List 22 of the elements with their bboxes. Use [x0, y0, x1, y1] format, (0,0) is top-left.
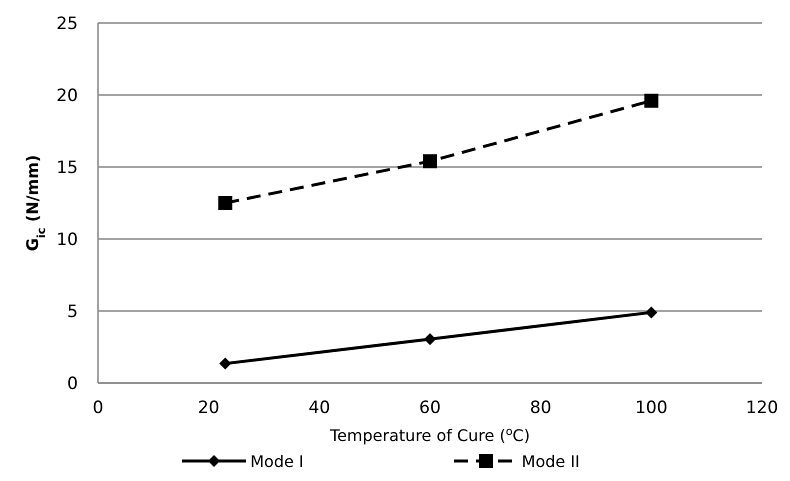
- y-tick-label: 0: [67, 374, 78, 394]
- point: [645, 306, 658, 318]
- x-axis-title: Temperature of Cure ($^{o}$C): [329, 424, 530, 445]
- point: [218, 196, 232, 210]
- point: [424, 333, 436, 346]
- x-tick-label: 60: [419, 398, 441, 418]
- legend-label: Mode I: [250, 452, 304, 470]
- legend-label: Mode II: [522, 452, 580, 470]
- point: [219, 358, 232, 370]
- y-tick-label: 5: [67, 302, 78, 322]
- y-tick-label: 10: [56, 230, 78, 250]
- x-tick-label: 0: [92, 398, 104, 418]
- x-tick-label: 120: [746, 398, 778, 418]
- y-tick-label: 25: [56, 14, 78, 34]
- y-tick-label: 20: [56, 86, 78, 106]
- x-tick-label: 20: [198, 398, 220, 418]
- y-tick-label: 15: [56, 158, 78, 178]
- point: [423, 154, 437, 168]
- x-tick-label: 100: [635, 398, 668, 418]
- x-tick-label: 40: [308, 398, 330, 418]
- point: [644, 94, 658, 108]
- x-tick-label: 80: [530, 398, 552, 418]
